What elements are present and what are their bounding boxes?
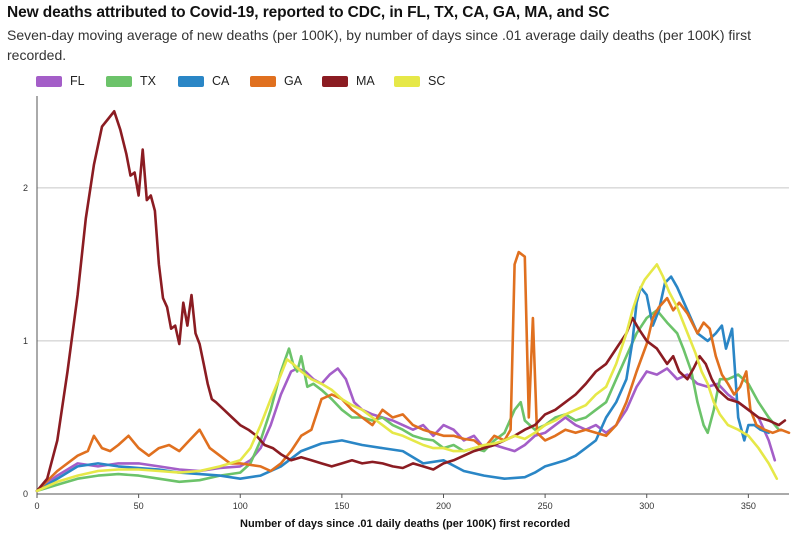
chart-title: New deaths attributed to Covid-19, repor… xyxy=(7,4,610,21)
x-tick-label: 50 xyxy=(134,501,144,511)
axes: 0 1 2 0 50 100 150 200 250 300 350 xyxy=(23,96,789,511)
y-tick-label: 1 xyxy=(23,336,28,346)
legend-label: FL xyxy=(70,74,85,88)
series-line-sc xyxy=(35,263,779,493)
series-lines xyxy=(35,110,791,493)
y-tick-label: 2 xyxy=(23,183,28,193)
y-tick-label: 0 xyxy=(23,489,28,499)
legend-label: CA xyxy=(212,74,230,88)
legend-swatch xyxy=(178,75,204,87)
legend-label: SC xyxy=(428,74,446,88)
chart-subtitle: Seven-day moving average of new deaths (… xyxy=(7,27,751,63)
series-line-fl xyxy=(35,367,777,493)
legend-label: MA xyxy=(356,74,375,88)
series-line-ca xyxy=(35,275,770,493)
x-tick-label: 200 xyxy=(436,501,451,511)
x-tick-label: 150 xyxy=(334,501,349,511)
legend-item-fl: FL xyxy=(36,74,106,88)
legend-item-ma: MA xyxy=(322,74,394,88)
x-tick-label: 0 xyxy=(34,501,39,511)
chart-legend: FL TX CA GA MA SC xyxy=(36,74,466,88)
legend-label: GA xyxy=(284,74,303,88)
legend-item-sc: SC xyxy=(394,74,466,88)
x-tick-label: 350 xyxy=(741,501,756,511)
legend-swatch xyxy=(250,75,276,87)
x-tick-label: 300 xyxy=(639,501,654,511)
x-axis-label: Number of days since .01 daily deaths (p… xyxy=(240,518,571,530)
x-tick-label: 100 xyxy=(233,501,248,511)
legend-item-ga: GA xyxy=(250,74,322,88)
legend-label: TX xyxy=(140,74,156,88)
x-tick-label: 250 xyxy=(538,501,553,511)
series-line-ma xyxy=(35,110,787,493)
legend-item-tx: TX xyxy=(106,74,178,88)
grid-lines xyxy=(37,187,789,342)
legend-item-ca: CA xyxy=(178,74,250,88)
legend-swatch xyxy=(36,75,62,87)
legend-swatch xyxy=(322,75,348,87)
series-line-ga xyxy=(35,250,791,493)
legend-swatch xyxy=(394,75,420,87)
legend-swatch xyxy=(106,75,132,87)
